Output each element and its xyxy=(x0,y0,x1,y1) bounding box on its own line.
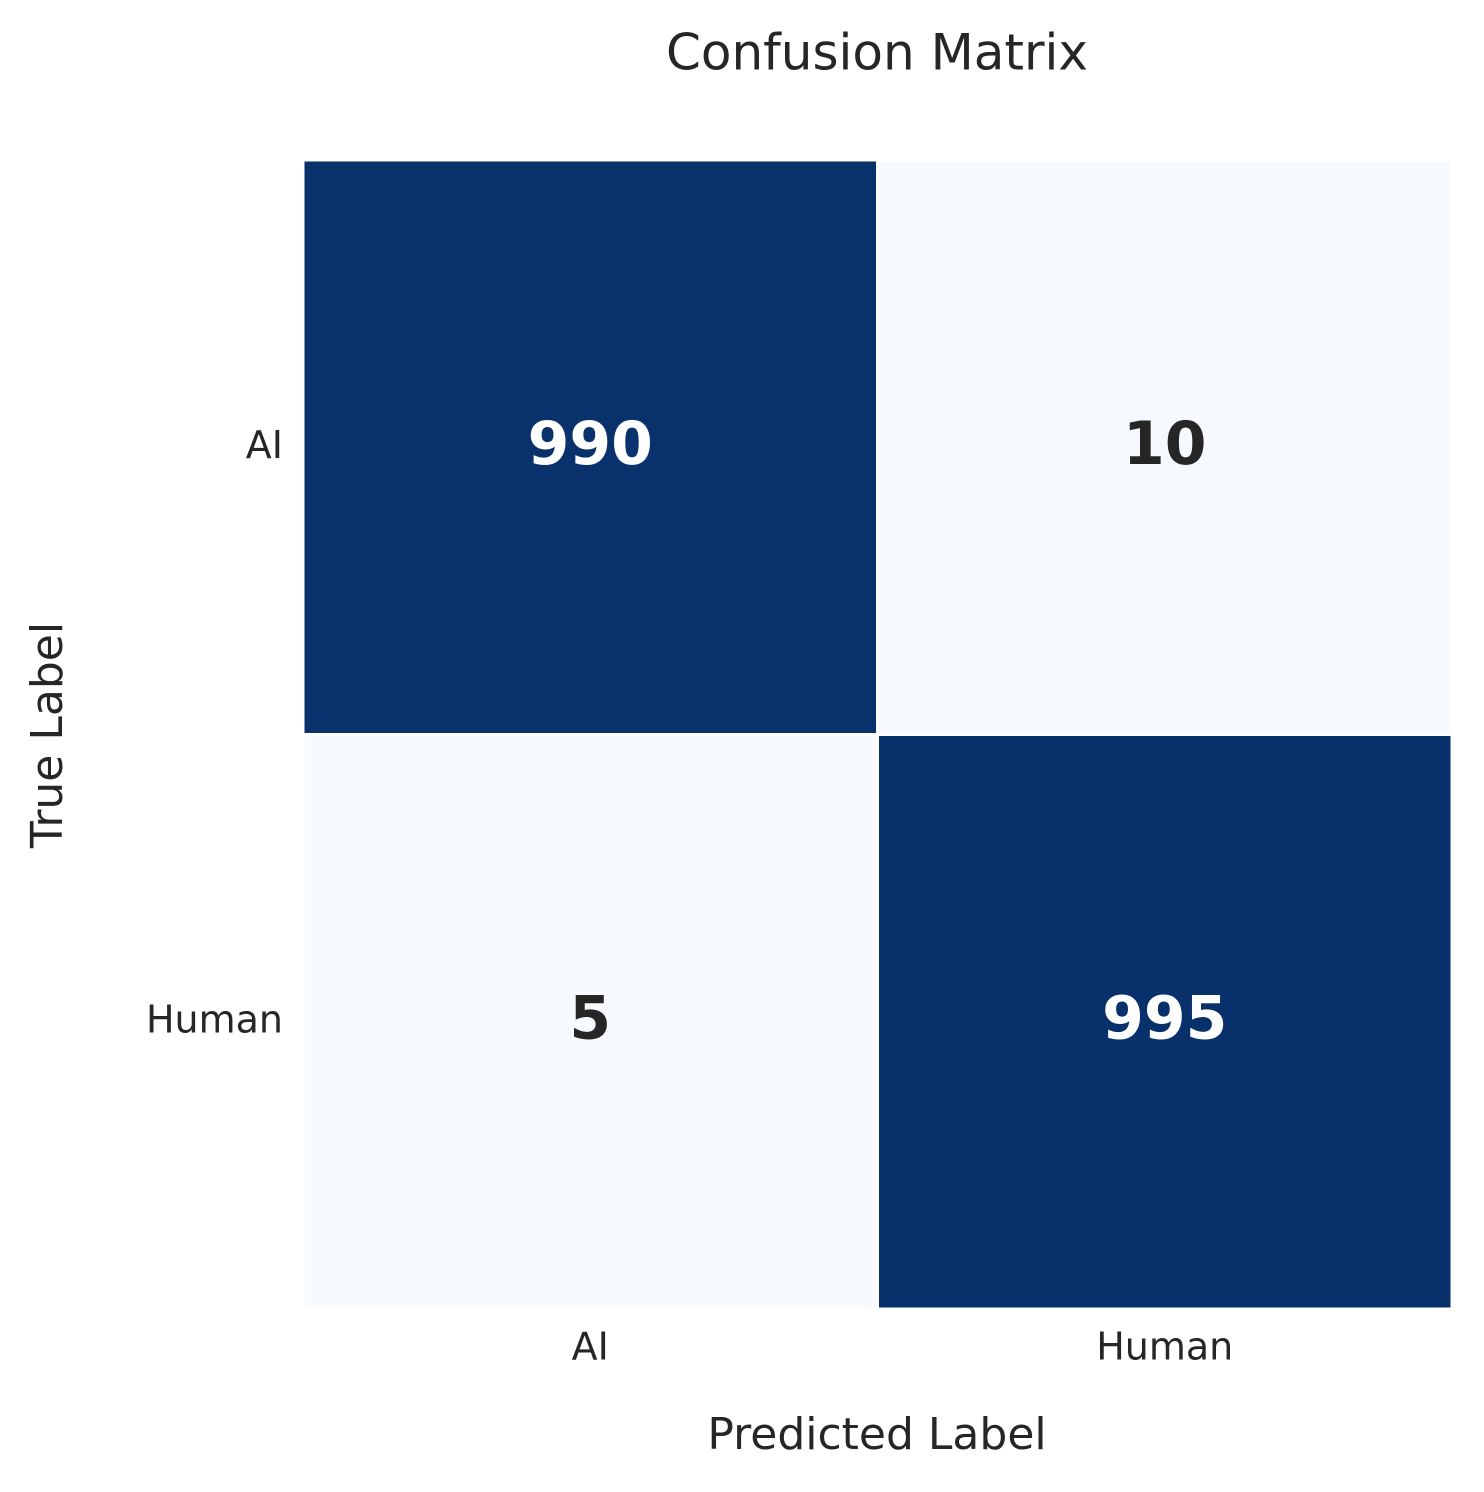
chart-title: Confusion Matrix xyxy=(666,24,1088,82)
x-axis-label: Predicted Label xyxy=(707,1409,1046,1460)
heatmap-cell xyxy=(304,736,876,1308)
heatmap-cell xyxy=(879,161,1451,733)
y-tick-label: Human xyxy=(146,997,283,1041)
heatmap-cell xyxy=(304,161,876,733)
cell-label: 995 xyxy=(1102,983,1227,1053)
cell-label: 5 xyxy=(569,983,611,1053)
y-tick-label: AI xyxy=(246,423,283,467)
cell-label: 10 xyxy=(1123,409,1207,479)
x-tick-label: AI xyxy=(572,1325,609,1369)
heatmap-cell xyxy=(879,736,1451,1308)
y-axis-label: True Label xyxy=(22,622,73,849)
cell-label: 990 xyxy=(528,409,653,479)
x-tick-label: Human xyxy=(1096,1325,1233,1369)
